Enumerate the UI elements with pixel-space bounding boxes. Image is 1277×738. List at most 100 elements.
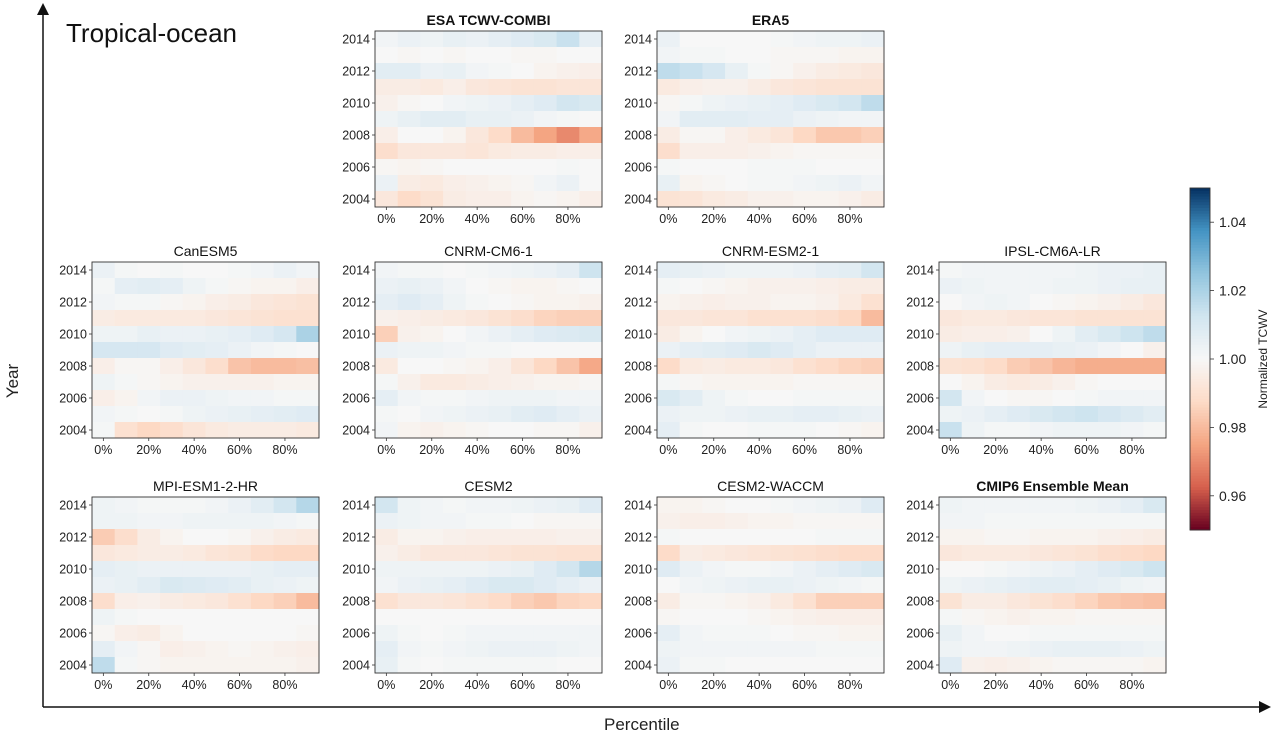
heatmap-cell	[793, 577, 817, 594]
heatmap-cell	[397, 406, 421, 423]
heatmap-cell	[114, 342, 138, 359]
heatmap-cell	[1097, 262, 1121, 279]
heatmap-cell	[1097, 278, 1121, 295]
heatmap-cell	[533, 641, 557, 658]
heatmap-cell	[579, 577, 603, 594]
heatmap-cell	[160, 641, 184, 658]
heatmap-cell	[533, 79, 557, 96]
heatmap-cell	[420, 278, 444, 295]
heatmap-cell	[114, 545, 138, 562]
heatmap-cell	[250, 609, 274, 626]
heatmap-cell	[556, 561, 580, 578]
heatmap-cell	[1097, 529, 1121, 546]
heatmap-cell	[679, 278, 703, 295]
heatmap-cell	[160, 513, 184, 530]
heatmap-cell	[679, 641, 703, 658]
heatmap-cell	[747, 31, 771, 48]
heatmap-cell	[205, 342, 229, 359]
heatmap-cell	[657, 609, 681, 626]
heatmap-cell	[1052, 374, 1076, 391]
heatmap-cell	[160, 422, 184, 439]
colorbar-segment	[1190, 321, 1210, 326]
colorbar-segment	[1190, 264, 1210, 269]
heatmap-cell	[114, 529, 138, 546]
colorbar-segment	[1190, 193, 1210, 198]
heatmap-cell	[114, 641, 138, 658]
colorbar-segment	[1190, 333, 1210, 337]
heatmap-cell	[205, 262, 229, 279]
heatmap-cell	[465, 127, 489, 144]
heatmap-panel: ESA TCWV-COMBI 2014 2012 2010 2008 2006 2004 0%…	[342, 12, 603, 226]
heatmap-cell	[657, 143, 681, 160]
heatmap-cell	[725, 95, 749, 112]
heatmap-cell	[420, 294, 444, 311]
heatmap-cell	[961, 342, 985, 359]
x-tick-label: 20%	[701, 212, 726, 226]
heatmap-cell	[725, 497, 749, 514]
heatmap-cell	[137, 278, 161, 295]
heatmap-cell	[533, 31, 557, 48]
colorbar-segment	[1190, 416, 1210, 420]
heatmap-cell	[137, 422, 161, 439]
heatmap-cell	[770, 294, 794, 311]
heatmap-cell	[296, 561, 320, 578]
y-tick-label: 2014	[342, 33, 370, 47]
heatmap-cell	[182, 513, 206, 530]
heatmap-cell	[838, 529, 862, 546]
heatmap-cell	[725, 278, 749, 295]
heatmap-cell	[92, 342, 116, 359]
heatmap-cell	[114, 625, 138, 642]
heatmap-cell	[861, 191, 885, 208]
heatmap-cell	[488, 609, 512, 626]
heatmap-cell	[579, 374, 603, 391]
heatmap-cell	[1007, 278, 1031, 295]
heatmap-cell	[114, 577, 138, 594]
heatmap-cell	[488, 143, 512, 160]
heatmap-cell	[465, 31, 489, 48]
heatmap-cell	[939, 641, 963, 658]
panel-title: CESM2-WACCM	[717, 478, 824, 494]
heatmap-cell	[160, 497, 184, 514]
heatmap-cell	[679, 422, 703, 439]
heatmap-cell	[420, 191, 444, 208]
heatmap-cell	[296, 310, 320, 327]
heatmap-cell	[1075, 294, 1099, 311]
y-tick-label: 2006	[59, 627, 87, 641]
heatmap-cell	[679, 513, 703, 530]
heatmap-cell	[114, 561, 138, 578]
heatmap-cell	[793, 374, 817, 391]
heatmap-cell	[443, 593, 467, 610]
heatmap-cell	[747, 47, 771, 64]
heatmap-cell	[1052, 657, 1076, 674]
y-tick-label: 2010	[342, 97, 370, 111]
heatmap-cell	[657, 278, 681, 295]
heatmap-cell	[579, 422, 603, 439]
heatmap-cell	[861, 625, 885, 642]
heatmap-cell	[205, 513, 229, 530]
heatmap-cell	[770, 513, 794, 530]
x-tick-label: 60%	[1074, 678, 1099, 692]
heatmap-cell	[556, 262, 580, 279]
heatmap-cell	[1029, 577, 1053, 594]
x-tick-label: 0%	[941, 678, 959, 692]
heatmap-cell	[160, 406, 184, 423]
heatmap-cell	[793, 625, 817, 642]
heatmap-cell	[702, 422, 726, 439]
heatmap-cell	[465, 390, 489, 407]
heatmap-cell	[273, 561, 297, 578]
colorbar-segment	[1190, 190, 1210, 195]
heatmap-cell	[1007, 577, 1031, 594]
heatmap-cell	[375, 31, 399, 48]
heatmap-cell	[1120, 358, 1144, 375]
heatmap-cell	[838, 497, 862, 514]
heatmap-cell	[1029, 657, 1053, 674]
heatmap-cell	[556, 609, 580, 626]
heatmap-cell	[182, 262, 206, 279]
heatmap-cell	[861, 262, 885, 279]
heatmap-cell	[296, 593, 320, 610]
heatmap-cell	[984, 593, 1008, 610]
heatmap-cell	[838, 191, 862, 208]
y-tick-label: 2012	[624, 296, 652, 310]
heatmap-cell	[961, 294, 985, 311]
colorbar-segment	[1190, 313, 1210, 317]
